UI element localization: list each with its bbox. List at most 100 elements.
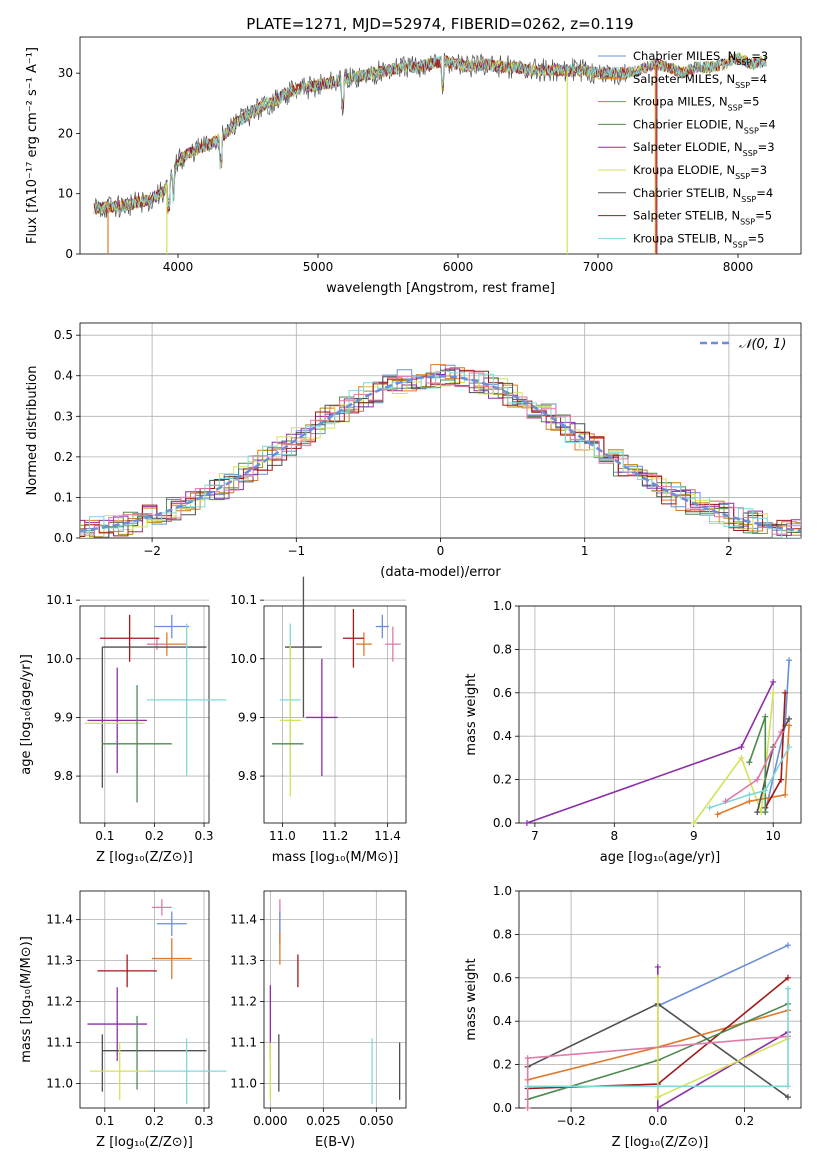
age-vs-mass-panel: 11.0 11.2 11.4 9.8 9.9 10.0 10.1 mass [log₁₀(M/… — [230, 576, 407, 865]
y-axis-label: age [log₁₀(age/yr)] — [19, 654, 34, 775]
legend-entry: Chabrier STELIB, NSSP=4 — [633, 186, 773, 204]
plot-frame — [79, 322, 802, 539]
massweight-age-marker — [786, 744, 793, 751]
error-point — [146, 1038, 227, 1104]
legend-entry-sub: SSP — [743, 149, 758, 158]
legend-entry-label: Chabrier ELODIE, N — [633, 117, 744, 131]
y-tick-label: 0.4 — [493, 1014, 512, 1028]
y-tick-label: 9.9 — [238, 710, 257, 724]
gridlines — [264, 599, 406, 823]
massweight-Z-marker — [784, 1083, 791, 1090]
massweight-Z-marker — [654, 1094, 661, 1101]
y-tick-label: 0 — [65, 247, 73, 261]
spectrum-lines — [93, 52, 767, 254]
x-tick-label: 11.4 — [374, 829, 401, 843]
x-axis-label: wavelength [Angstrom, rest frame] — [326, 281, 555, 296]
plot-frame — [79, 605, 210, 824]
plot-frame — [263, 890, 407, 1109]
plot-frame — [518, 605, 802, 824]
massweight-age-marker — [778, 776, 785, 783]
error-point — [151, 899, 172, 916]
x-tick-label: 10 — [766, 829, 781, 843]
x-tick-label: 0.0 — [648, 1114, 667, 1128]
spectrum-line-8 — [93, 52, 767, 214]
error-point — [87, 667, 147, 774]
legend-entry-value: =4 — [750, 72, 767, 86]
error-point — [356, 632, 372, 656]
legend-entry-label: Salpeter STELIB, N — [633, 209, 740, 223]
massweight-age-line — [764, 692, 786, 809]
y-tick-label: 30 — [58, 66, 73, 80]
x-tick-label: 11.0 — [269, 829, 296, 843]
x-tick-label: 6000 — [443, 260, 474, 274]
massweight-age-marker — [770, 689, 777, 696]
massweight-age-line — [717, 725, 790, 816]
x-axis-label: Z [log₁₀(Z/Z⊙)] — [96, 1135, 193, 1150]
x-tick-label: 0 — [437, 544, 445, 558]
legend-entry-sub: SSP — [741, 194, 756, 203]
legend-entry-label: Chabrier MILES, N — [633, 49, 736, 63]
massweight-Z-marker — [524, 1055, 531, 1062]
y-tick-label: 9.9 — [54, 710, 73, 724]
legend-entry-value: =5 — [743, 95, 760, 109]
y-tick-label: 0.2 — [54, 450, 73, 464]
x-tick-label: 1 — [581, 544, 589, 558]
massweight-age-marker — [754, 809, 761, 816]
x-tick-label: 5000 — [303, 260, 334, 274]
x-axis-label: Z [log₁₀(Z/Z⊙)] — [612, 1135, 709, 1150]
legend-entry-label: Salpeter MILES, N — [633, 72, 735, 86]
y-axis-label: mass [log₁₀(M/M⊙)] — [19, 936, 34, 1063]
x-tick-label: 0.1 — [95, 829, 114, 843]
error-point — [146, 623, 227, 777]
x-tick-label: 8 — [611, 829, 619, 843]
error-point — [89, 1042, 150, 1100]
legend-entry: Chabrier MILES, NSSP=3 — [633, 49, 768, 67]
error-point — [279, 644, 301, 797]
massweight-age-line — [526, 681, 774, 824]
y-axis-label: mass weight — [464, 958, 479, 1040]
massweight-Z-marker — [524, 1105, 531, 1111]
legend-entry-sub: SSP — [735, 80, 750, 89]
x-axis-label: (data-model)/error — [380, 565, 501, 580]
error-point — [375, 614, 389, 639]
massweight-Z-marker — [654, 1083, 661, 1090]
y-tick-label: 10.0 — [230, 652, 257, 666]
legend-entry-sub: SSP — [728, 103, 743, 112]
error-point — [156, 911, 187, 937]
legend-entry-label: Chabrier STELIB, N — [633, 186, 741, 200]
error-point — [306, 658, 338, 777]
histogram-steps — [80, 364, 801, 538]
error-point — [151, 938, 192, 980]
massweight-Z-marker — [654, 1105, 661, 1111]
x-tick-label: 0.050 — [359, 1114, 393, 1128]
massweight-Z-marker — [784, 1094, 791, 1101]
x-axis-label: mass [log₁₀(M/M⊙)] — [272, 850, 399, 865]
plot-frame — [79, 36, 802, 255]
spectrum-title: PLATE=1271, MJD=52974, FIBERID=0262, z=0… — [246, 15, 633, 33]
age-vs-metallicity-panel: 0.1 0.2 0.3 9.8 9.9 10.0 10.1 Z [log₁₀(Z/Z⊙)] ag… — [19, 593, 227, 865]
y-tick-label: 0.4 — [54, 369, 73, 383]
massweight-Z-line — [657, 944, 789, 1007]
legend-entry-value: =5 — [755, 209, 772, 223]
error-point — [146, 638, 167, 650]
y-tick-label: 0.3 — [54, 409, 73, 423]
gridlines — [264, 891, 406, 1108]
x-tick-label: 0.025 — [306, 1114, 340, 1128]
massweight-age-marker — [786, 722, 793, 729]
y-tick-label: 0.2 — [493, 773, 512, 787]
x-tick-label: 0.2 — [145, 1114, 164, 1128]
gridlines — [80, 323, 801, 539]
mass-vs-metallicity-panel: 0.1 0.2 0.3 11.0 11.1 11.2 11.3 11.4 Z [log₁₀(Z/… — [19, 890, 227, 1150]
massweight-age-marker — [746, 791, 753, 798]
error-point — [154, 614, 190, 639]
legend-entry-label: Salpeter ELODIE, N — [633, 140, 743, 154]
histogram-series-9 — [80, 372, 801, 536]
error-point — [384, 626, 401, 662]
y-tick-label: 0.0 — [493, 816, 512, 830]
y-axis-label: mass weight — [464, 673, 479, 755]
error-point — [97, 954, 157, 988]
legend-entry: Kroupa STELIB, NSSP=5 — [633, 231, 764, 249]
gridlines — [80, 891, 209, 1108]
x-tick-label: 2 — [725, 544, 733, 558]
